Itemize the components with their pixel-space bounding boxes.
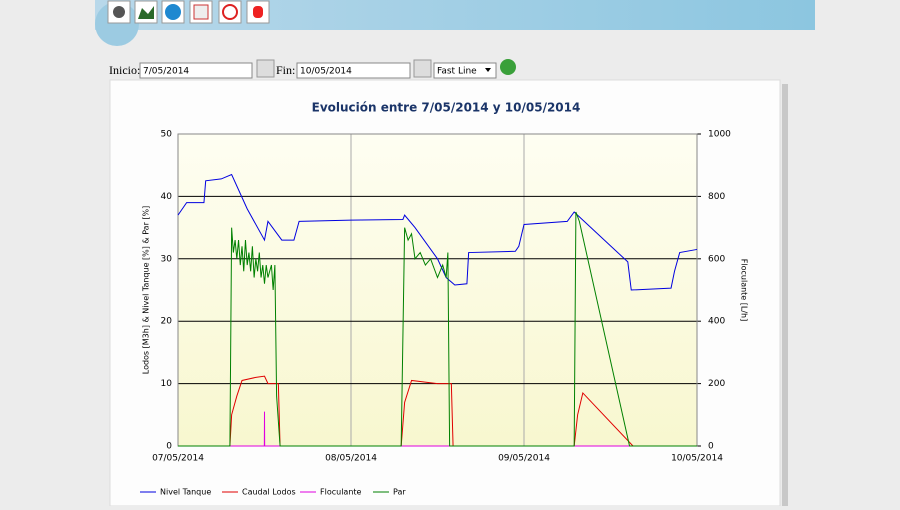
- y-tick-label: 30: [161, 254, 173, 264]
- end-input[interactable]: [296, 62, 411, 79]
- y2-tick-label: 600: [708, 254, 725, 264]
- end-label: Fin:: [276, 63, 295, 77]
- y-tick-label: 40: [161, 192, 173, 202]
- refresh-button[interactable]: [500, 59, 516, 75]
- y2-tick-label: 0: [708, 442, 714, 452]
- chart-title: Evolución entre 7/05/2014 y 10/05/2014: [312, 101, 581, 115]
- y-tick-label: 0: [166, 442, 172, 452]
- y2-axis-label: Floculante [L/h]: [740, 259, 749, 321]
- x-tick-label: 09/05/2014: [498, 454, 550, 464]
- style-value: Fast Line: [437, 67, 477, 77]
- y-axis-label: Lodos [M3h] & Nivel Tanque [%] & Par [%]: [142, 206, 151, 375]
- start-calendar[interactable]: [256, 59, 275, 78]
- legend-label: Nivel Tanque: [160, 488, 211, 497]
- y2-tick-label: 1000: [708, 130, 731, 140]
- y-tick-label: 20: [161, 317, 173, 327]
- x-tick-label: 07/05/2014: [152, 454, 204, 464]
- plot-area: [178, 134, 697, 446]
- start-label: Inicio:: [109, 63, 140, 77]
- legend-label: Floculante: [320, 488, 362, 497]
- y2-tick-label: 200: [708, 379, 725, 389]
- series-line: [177, 173, 698, 291]
- legend-label: Par: [393, 488, 406, 497]
- series-line: [178, 411, 697, 447]
- legend-label: Caudal Lodos: [242, 488, 296, 497]
- start-value: 7/05/2014: [143, 67, 189, 77]
- y-tick-label: 10: [161, 379, 173, 389]
- toolbar: [95, 0, 815, 30]
- end-calendar[interactable]: [413, 59, 432, 78]
- y2-tick-label: 800: [708, 192, 725, 202]
- start-input[interactable]: [139, 62, 253, 79]
- x-tick-label: 08/05/2014: [325, 454, 377, 464]
- x-tick-label: 10/05/2014: [671, 454, 723, 464]
- end-value: 10/05/2014: [300, 67, 352, 77]
- series-line: [178, 211, 697, 447]
- toolbar-icons: [107, 0, 270, 24]
- y2-tick-label: 400: [708, 317, 725, 327]
- style-select[interactable]: [433, 62, 497, 79]
- y-tick-label: 50: [161, 130, 173, 140]
